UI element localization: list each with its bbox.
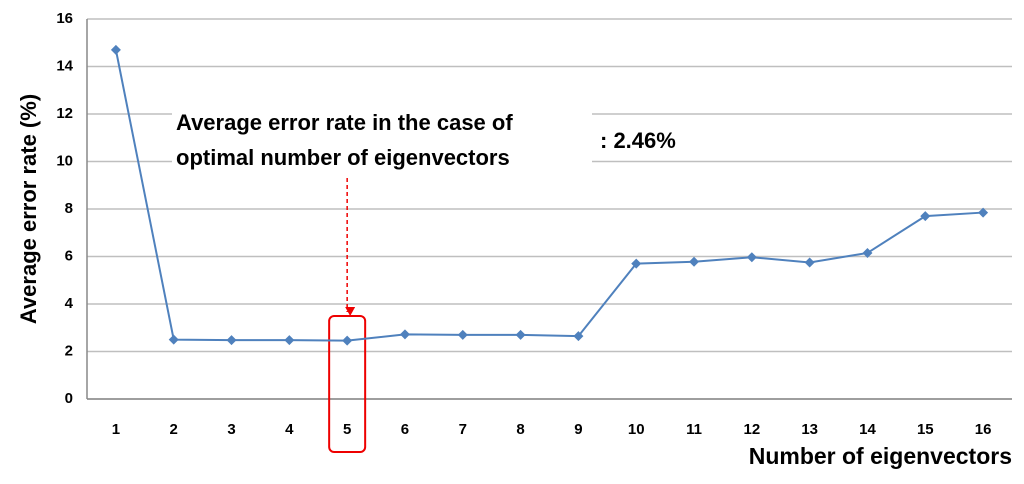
marker <box>342 335 353 346</box>
marker <box>804 257 815 268</box>
annotation-text: optimal number of eigenvectors <box>176 145 510 170</box>
marker <box>457 329 468 340</box>
x-tick-label: 14 <box>859 421 876 438</box>
x-tick-label: 16 <box>975 421 992 438</box>
x-tick-label: 13 <box>801 421 818 438</box>
x-tick-label: 6 <box>401 421 409 438</box>
x-tick-label: 12 <box>744 421 761 438</box>
y-tick-label: 6 <box>65 247 73 264</box>
y-tick-label: 14 <box>56 57 73 74</box>
marker <box>226 335 237 346</box>
y-tick-label: 8 <box>65 200 73 217</box>
x-tick-label: 8 <box>516 421 524 438</box>
y-tick-label: 4 <box>65 295 74 312</box>
y-tick-label: 10 <box>56 152 73 169</box>
marker <box>862 247 873 258</box>
y-axis-label: Average error rate (%) <box>16 94 41 324</box>
marker <box>631 258 642 269</box>
y-tick-label: 12 <box>56 105 73 122</box>
marker <box>515 329 526 340</box>
marker <box>284 335 295 346</box>
x-tick-label: 2 <box>170 421 178 438</box>
x-tick-label: 4 <box>285 421 294 438</box>
x-tick-label: 3 <box>227 421 235 438</box>
marker <box>573 331 584 342</box>
annotation-bg <box>172 104 592 174</box>
x-tick-label: 11 <box>686 421 702 438</box>
y-tick-label: 16 <box>56 10 73 27</box>
highlight-box <box>328 315 367 453</box>
y-tick-label: 2 <box>65 342 73 359</box>
x-tick-label: 10 <box>628 421 645 438</box>
marker <box>168 334 179 345</box>
x-tick-label: 1 <box>112 421 120 438</box>
marker <box>689 256 700 267</box>
marker <box>920 211 931 222</box>
marker <box>110 44 121 55</box>
marker <box>746 252 757 263</box>
marker <box>978 207 989 218</box>
y-tick-label: 0 <box>65 390 73 407</box>
x-tick-label: 7 <box>459 421 467 438</box>
line <box>114 49 984 342</box>
x-tick-label: 9 <box>574 421 582 438</box>
annotation-value: : 2.46% <box>600 128 676 153</box>
x-tick-label: 15 <box>917 421 934 438</box>
x-tick-label: 5 <box>343 421 351 438</box>
marker <box>399 329 410 340</box>
x-axis-label: Number of eigenvectors <box>749 443 1012 469</box>
annotation-text: Average error rate in the case of <box>176 110 513 135</box>
